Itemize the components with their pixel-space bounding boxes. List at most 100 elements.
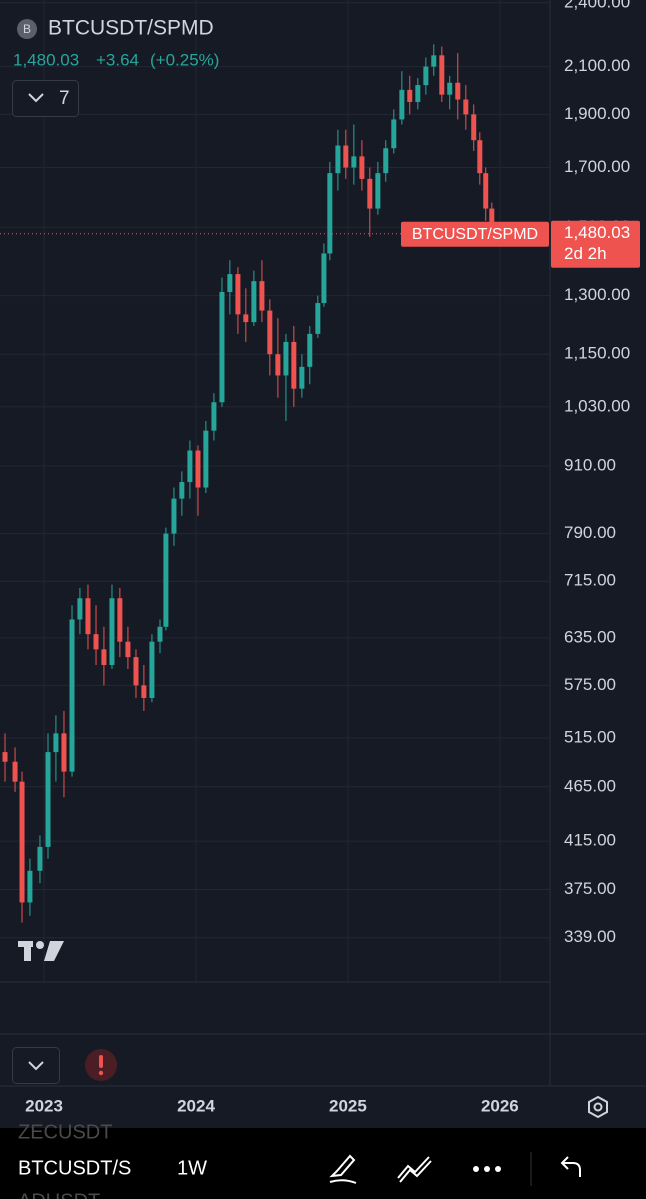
candle-body <box>489 208 495 234</box>
indicators-toggle[interactable] <box>12 80 79 117</box>
price-change-pct: (+0.25%) <box>150 50 219 69</box>
time-axis: 2023 2024 2025 2026 <box>25 1096 519 1115</box>
draw-icon[interactable] <box>329 1154 357 1184</box>
candle-body <box>141 685 147 698</box>
candle-body <box>483 173 489 209</box>
y-tick-label: 575.00 <box>564 675 616 694</box>
candle-body <box>12 761 18 782</box>
more-icon[interactable] <box>473 1166 501 1172</box>
candle-body <box>351 156 357 168</box>
candle-body <box>463 99 469 115</box>
candle-body <box>203 430 209 488</box>
symbol-tag: BTCUSDT/SPMD <box>412 226 538 243</box>
y-tick-label: 2,400.00 <box>564 0 630 11</box>
candle-body <box>407 89 413 102</box>
candle-body <box>149 641 155 698</box>
next-symbol[interactable]: ADUSDT <box>18 1190 100 1199</box>
x-tick-label: 2024 <box>177 1096 215 1115</box>
x-tick-label: 2023 <box>25 1096 63 1115</box>
y-tick-label: 339.00 <box>564 927 616 946</box>
tv-logo <box>18 941 64 961</box>
candle-body <box>471 114 477 141</box>
last-price: 1,480.03 <box>13 50 79 69</box>
candle-body <box>267 310 273 355</box>
candle-body <box>37 846 43 871</box>
y-tick-label: 1,900.00 <box>564 104 630 123</box>
candle-body <box>157 626 163 642</box>
x-tick-label: 2025 <box>329 1096 367 1115</box>
candle-body <box>299 366 305 389</box>
candle-body <box>109 598 115 666</box>
candle-body <box>69 619 75 772</box>
y-tick-label: 910.00 <box>564 456 616 475</box>
candle-body <box>117 598 123 642</box>
candle-body <box>19 781 25 903</box>
candle-body <box>27 870 33 903</box>
settings-icon[interactable] <box>588 1095 608 1119</box>
candle-body <box>53 733 59 753</box>
candle-body <box>359 156 365 179</box>
candle-body <box>431 55 437 67</box>
y-tick-label: 1,700.00 <box>564 157 630 176</box>
candle-body <box>447 82 453 95</box>
collapse-button[interactable] <box>12 1047 60 1084</box>
prev-symbol[interactable]: ZECUSDT <box>18 1121 112 1143</box>
undo-icon[interactable] <box>560 1156 581 1177</box>
candle-body <box>283 341 289 376</box>
y-tick-label: 635.00 <box>564 627 616 646</box>
symbol-icon-letter: B <box>23 22 31 36</box>
y-tick-label: 715.00 <box>564 571 616 590</box>
symbol-title[interactable]: BTCUSDT/SPMD <box>48 17 214 40</box>
candle-body <box>327 173 333 254</box>
chevron-icon <box>28 1061 44 1071</box>
symbol-icon <box>17 19 37 39</box>
y-tick-label: 515.00 <box>564 727 616 746</box>
candle-body <box>259 281 265 311</box>
candle-body <box>2 752 8 762</box>
candle-body <box>367 178 373 209</box>
candle-body <box>315 303 321 334</box>
candle-body <box>235 274 241 315</box>
candle-body <box>195 450 201 488</box>
candle-body <box>163 533 169 627</box>
toolbar-symbol[interactable]: BTCUSDT/S <box>18 1157 131 1179</box>
candle-body <box>343 145 349 168</box>
alert-mark <box>99 1055 103 1068</box>
candle-body <box>477 140 483 174</box>
candle-body <box>275 354 281 376</box>
candle-body <box>125 641 131 658</box>
chevron-icon <box>28 93 44 103</box>
candle-body <box>423 66 429 86</box>
candle-body <box>187 450 193 483</box>
candle-body <box>415 85 421 102</box>
candle-body <box>211 402 217 431</box>
countdown: 2d 2h <box>564 244 607 263</box>
candle-body <box>321 253 327 304</box>
candle-body <box>101 649 107 666</box>
candle-body <box>45 752 51 847</box>
trend-icon[interactable] <box>397 1156 432 1183</box>
y-tick-label: 790.00 <box>564 523 616 542</box>
candle-body <box>439 55 445 95</box>
candle-body <box>171 498 177 534</box>
candle-body <box>93 634 99 650</box>
candle-body <box>227 274 233 292</box>
candle-body <box>85 598 91 635</box>
candle-body <box>455 82 461 100</box>
interval[interactable]: 1W <box>177 1157 207 1179</box>
y-tick-label: 375.00 <box>564 879 616 898</box>
price-change: +3.64 <box>96 50 139 69</box>
price-tag-bg <box>551 220 640 268</box>
candle-body <box>375 173 381 209</box>
price-tag: 1,480.03 <box>564 223 630 242</box>
x-tick-label: 2026 <box>481 1096 519 1115</box>
candle-body <box>243 314 249 323</box>
candle-body <box>133 657 139 686</box>
candle-body <box>391 119 397 149</box>
candle-body <box>251 281 257 323</box>
candle-body <box>219 291 225 403</box>
y-tick-label: 1,300.00 <box>564 285 630 304</box>
y-tick-label: 1,150.00 <box>564 344 630 363</box>
